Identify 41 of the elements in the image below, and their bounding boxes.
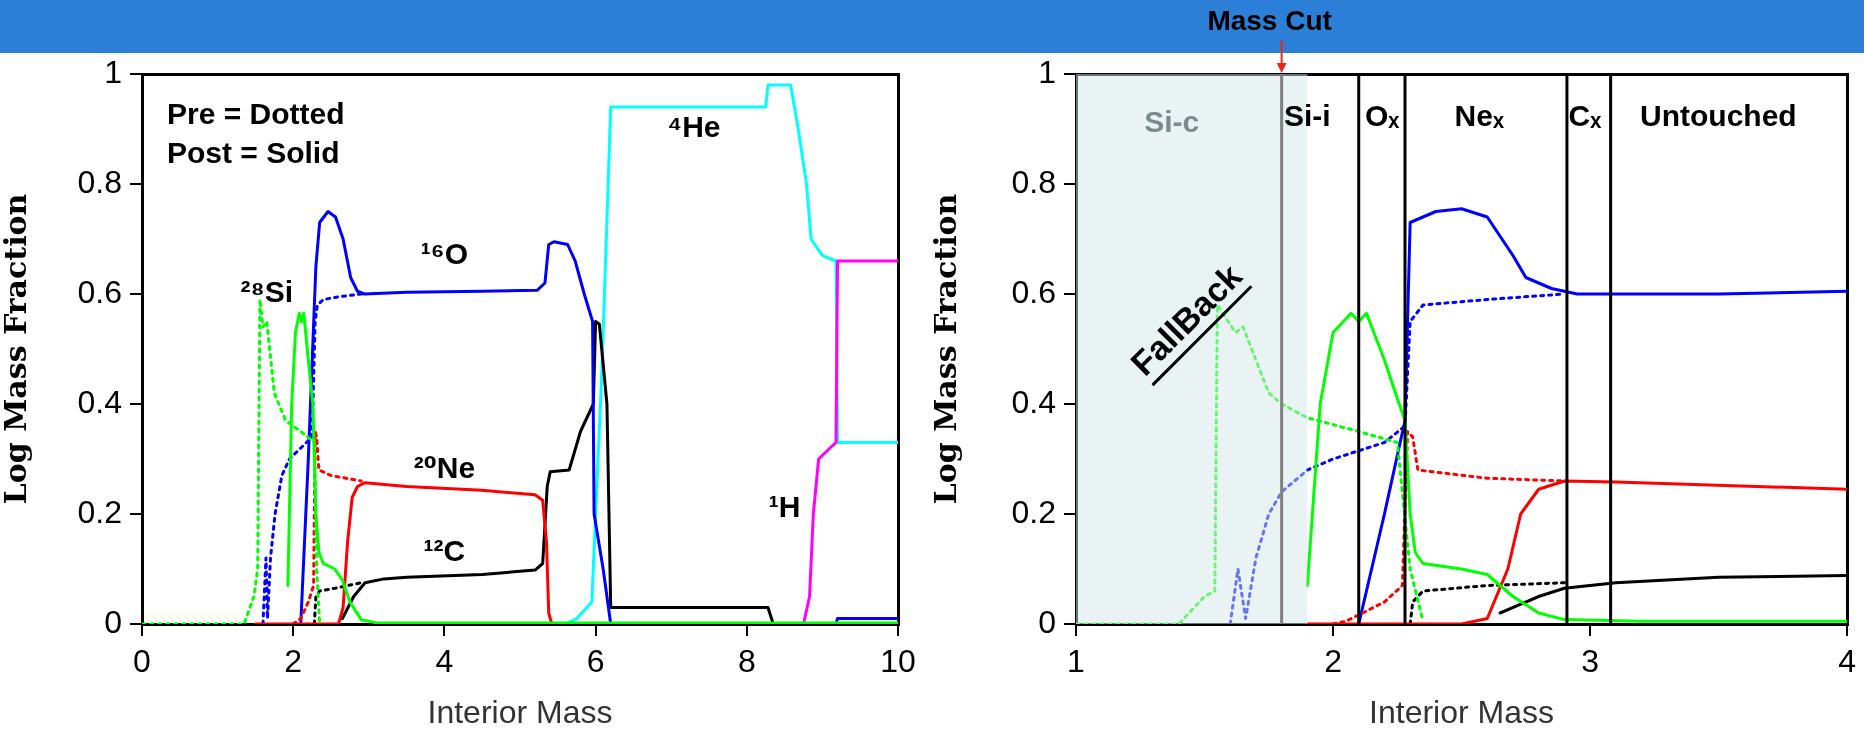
- annotation: Post = Solid: [166, 136, 340, 170]
- band-label: Si-c: [1144, 104, 1200, 138]
- y-tick-label: 1: [104, 53, 122, 90]
- y-tick-label: 0.8: [1011, 163, 1056, 200]
- annotation: ²⁸Si: [240, 275, 293, 309]
- annotation: Pre = Dotted: [166, 96, 345, 130]
- annotation: ¹⁶O: [420, 236, 468, 270]
- y-tick-label: 0.6: [1011, 273, 1056, 310]
- y-tick-label: 0.2: [77, 493, 122, 530]
- y-tick-label: 0.4: [77, 383, 122, 420]
- x-tick-label: 0: [133, 643, 151, 680]
- x-tick-label: 2: [1324, 643, 1342, 680]
- y-tick-label: 0.4: [1011, 383, 1056, 420]
- x-tick-label: 8: [737, 643, 756, 680]
- annotation: ¹²C: [423, 533, 466, 567]
- x-axis-title: Interior Mass: [1369, 693, 1555, 730]
- y-axis-title: Log Mass Fraction: [927, 193, 963, 505]
- annotation: ⁴He: [667, 110, 721, 144]
- x-tick-label: 1: [1067, 643, 1085, 680]
- x-tick-label: 4: [435, 643, 454, 680]
- x-tick-label: 4: [1838, 643, 1856, 680]
- x-axis-title: Interior Mass: [427, 693, 613, 730]
- annotation: Oₓ: [1364, 99, 1401, 133]
- annotation: Untouched: [1640, 99, 1797, 133]
- annotation: Cₓ: [1568, 99, 1603, 133]
- annotation: Neₓ: [1454, 99, 1505, 133]
- y-tick-label: 0: [104, 603, 122, 640]
- x-tick-label: 10: [880, 643, 916, 680]
- x-tick-label: 6: [586, 643, 605, 680]
- annotation: ¹H: [768, 489, 801, 523]
- x-tick-label: 2: [284, 643, 303, 680]
- annotation: Si-i: [1283, 99, 1331, 133]
- x-tick-label: 3: [1581, 643, 1599, 680]
- y-tick-label: 0.2: [1011, 493, 1056, 530]
- y-tick-label: 0: [1038, 603, 1056, 640]
- y-tick-label: 0.6: [77, 273, 122, 310]
- annotation: ²⁰Ne: [413, 451, 476, 485]
- y-axis-title: Log Mass Fraction: [0, 193, 33, 505]
- y-tick-label: 1: [1038, 53, 1056, 90]
- ref-line-label: Mass Cut: [1207, 4, 1332, 36]
- y-tick-label: 0.8: [77, 163, 122, 200]
